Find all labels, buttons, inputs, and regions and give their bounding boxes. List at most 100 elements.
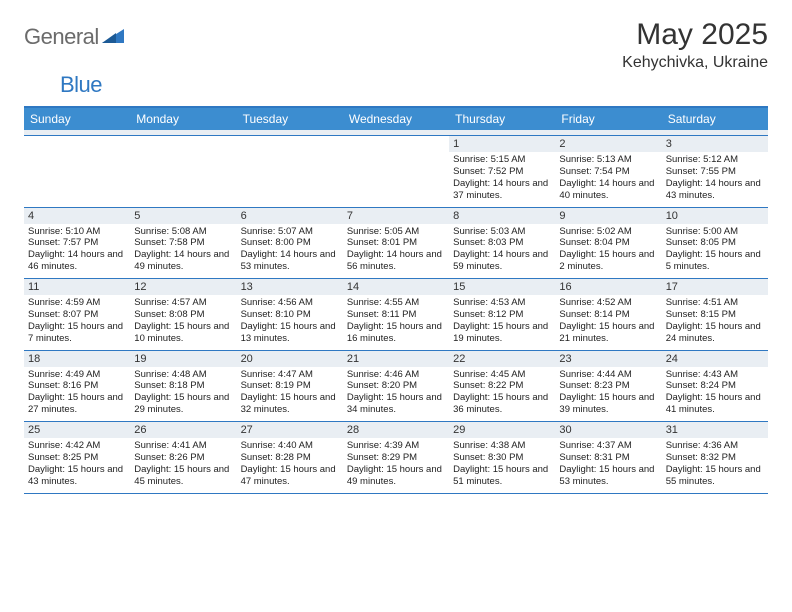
day-number: 22 <box>449 351 555 367</box>
day-cell: 28Sunrise: 4:39 AMSunset: 8:29 PMDayligh… <box>343 422 449 493</box>
day-number: 3 <box>662 136 768 152</box>
day-details: Sunrise: 5:00 AMSunset: 8:05 PMDaylight:… <box>666 226 764 274</box>
day-cell: 6 Sunrise: 5:07 AMSunset: 8:00 PMDaylight… <box>237 208 343 279</box>
day-details: Sunrise: 5:08 AMSunset: 7:58 PMDaylight:… <box>134 226 232 274</box>
day-number: 31 <box>662 422 768 438</box>
day-cell: 26 Sunrise: 4:41 AMSunset: 8:26 PMDayligh… <box>130 422 236 493</box>
day-cell: 18 Sunrise: 4:49 AMSunset: 8:16 PMDayligh… <box>24 351 130 422</box>
day-details: Sunrise: 4:43 AMSunset: 8:24 PMDaylight:… <box>666 369 764 417</box>
day-details: Sunrise: 4:52 AMSunset: 8:14 PMDaylight:… <box>559 297 657 345</box>
day-number: 19 <box>130 351 236 367</box>
day-number: 24 <box>662 351 768 367</box>
day-cell: 10Sunrise: 5:00 AMSunset: 8:05 PMDayligh… <box>662 208 768 279</box>
day-cell: 22 Sunrise: 4:45 AMSunset: 8:22 PMDayligh… <box>449 351 555 422</box>
day-cell: 9 Sunrise: 5:02 AMSunset: 8:04 PMDaylight… <box>555 208 661 279</box>
location: Kehychivka, Ukraine <box>622 54 768 72</box>
day-cell: 20 Sunrise: 4:47 AMSunset: 8:19 PMDayligh… <box>237 351 343 422</box>
day-number: 18 <box>24 351 130 367</box>
calendar-page: General May 2025 Kehychivka, Ukraine Gen… <box>0 0 792 612</box>
day-details: Sunrise: 4:38 AMSunset: 8:30 PMDaylight:… <box>453 440 551 488</box>
day-cell: 1 Sunrise: 5:15 AMSunset: 7:52 PMDaylight… <box>449 136 555 207</box>
day-cell: 23Sunrise: 4:44 AMSunset: 8:23 PMDayligh… <box>555 351 661 422</box>
day-details: Sunrise: 4:40 AMSunset: 8:28 PMDaylight:… <box>241 440 339 488</box>
month-title: May 2025 <box>622 18 768 52</box>
day-cell: 21Sunrise: 4:46 AMSunset: 8:20 PMDayligh… <box>343 351 449 422</box>
day-number: 6 <box>237 208 343 224</box>
day-cell: 13Sunrise: 4:56 AMSunset: 8:10 PMDayligh… <box>237 279 343 350</box>
title-block: May 2025 Kehychivka, Ukraine <box>622 18 768 72</box>
day-details: Sunrise: 5:07 AMSunset: 8:00 PMDaylight:… <box>241 226 339 274</box>
day-details: Sunrise: 4:48 AMSunset: 8:18 PMDaylight:… <box>134 369 232 417</box>
day-details: Sunrise: 4:47 AMSunset: 8:19 PMDaylight:… <box>241 369 339 417</box>
day-details: Sunrise: 5:12 AMSunset: 7:55 PMDaylight:… <box>666 154 764 202</box>
day-number: 13 <box>237 279 343 295</box>
day-details: Sunrise: 5:03 AMSunset: 8:03 PMDaylight:… <box>453 226 551 274</box>
day-number: 8 <box>449 208 555 224</box>
weekday-header: Tuesday <box>237 108 343 130</box>
brand-part1: General <box>24 24 99 50</box>
day-number: 20 <box>237 351 343 367</box>
week-row: 18 Sunrise: 4:49 AMSunset: 8:16 PMDayligh… <box>24 351 768 423</box>
weekday-header: Thursday <box>449 108 555 130</box>
day-number: 7 <box>343 208 449 224</box>
day-details: Sunrise: 4:55 AMSunset: 8:11 PMDaylight:… <box>347 297 445 345</box>
weekday-header: Monday <box>130 108 236 130</box>
day-details: Sunrise: 5:02 AMSunset: 8:04 PMDaylight:… <box>559 226 657 274</box>
day-details: Sunrise: 5:10 AMSunset: 7:57 PMDaylight:… <box>28 226 126 274</box>
empty-day-cell: . <box>24 136 130 207</box>
day-cell: 16 Sunrise: 4:52 AMSunset: 8:14 PMDayligh… <box>555 279 661 350</box>
day-details: Sunrise: 4:45 AMSunset: 8:22 PMDaylight:… <box>453 369 551 417</box>
day-number: 1 <box>449 136 555 152</box>
day-number: 17 <box>662 279 768 295</box>
empty-day-cell: . <box>343 136 449 207</box>
day-number: 11 <box>24 279 130 295</box>
day-cell: 5Sunrise: 5:08 AMSunset: 7:58 PMDaylight… <box>130 208 236 279</box>
day-details: Sunrise: 4:41 AMSunset: 8:26 PMDaylight:… <box>134 440 232 488</box>
day-details: Sunrise: 4:49 AMSunset: 8:16 PMDaylight:… <box>28 369 126 417</box>
day-cell: 31 Sunrise: 4:36 AMSunset: 8:32 PMDayligh… <box>662 422 768 493</box>
day-details: Sunrise: 5:15 AMSunset: 7:52 PMDaylight:… <box>453 154 551 202</box>
day-cell: 27 Sunrise: 4:40 AMSunset: 8:28 PMDayligh… <box>237 422 343 493</box>
week-row: 4 Sunrise: 5:10 AMSunset: 7:57 PMDaylight… <box>24 208 768 280</box>
day-cell: 7 Sunrise: 5:05 AMSunset: 8:01 PMDaylight… <box>343 208 449 279</box>
day-details: Sunrise: 4:42 AMSunset: 8:25 PMDaylight:… <box>28 440 126 488</box>
week-row: ....1Sunrise: 5:15 AMSunset: 7:52 PMDayl… <box>24 136 768 208</box>
day-number: 25 <box>24 422 130 438</box>
brand-part2: Blue <box>60 72 102 97</box>
day-cell: 11 Sunrise: 4:59 AMSunset: 8:07 PMDayligh… <box>24 279 130 350</box>
day-details: Sunrise: 5:05 AMSunset: 8:01 PMDaylight:… <box>347 226 445 274</box>
day-number: 12 <box>130 279 236 295</box>
day-number: 26 <box>130 422 236 438</box>
day-details: Sunrise: 5:13 AMSunset: 7:54 PMDaylight:… <box>559 154 657 202</box>
brand-triangle-icon <box>102 27 124 48</box>
week-row: 25 Sunrise: 4:42 AMSunset: 8:25 PMDayligh… <box>24 422 768 494</box>
day-number: 16 <box>555 279 661 295</box>
day-cell: 8 Sunrise: 5:03 AMSunset: 8:03 PMDaylight… <box>449 208 555 279</box>
empty-day-cell: . <box>237 136 343 207</box>
day-details: Sunrise: 4:36 AMSunset: 8:32 PMDaylight:… <box>666 440 764 488</box>
day-number: 28 <box>343 422 449 438</box>
day-details: Sunrise: 4:46 AMSunset: 8:20 PMDaylight:… <box>347 369 445 417</box>
day-details: Sunrise: 4:44 AMSunset: 8:23 PMDaylight:… <box>559 369 657 417</box>
day-cell: 2Sunrise: 5:13 AMSunset: 7:54 PMDaylight… <box>555 136 661 207</box>
day-number: 15 <box>449 279 555 295</box>
day-number: 9 <box>555 208 661 224</box>
week-row: 11 Sunrise: 4:59 AMSunset: 8:07 PMDayligh… <box>24 279 768 351</box>
day-cell: 17 Sunrise: 4:51 AMSunset: 8:15 PMDayligh… <box>662 279 768 350</box>
weekday-header-row: SundayMondayTuesdayWednesdayThursdayFrid… <box>24 108 768 130</box>
day-cell: 30Sunrise: 4:37 AMSunset: 8:31 PMDayligh… <box>555 422 661 493</box>
day-cell: 24 Sunrise: 4:43 AMSunset: 8:24 PMDayligh… <box>662 351 768 422</box>
empty-day-cell: . <box>130 136 236 207</box>
day-details: Sunrise: 4:51 AMSunset: 8:15 PMDaylight:… <box>666 297 764 345</box>
weekday-header: Friday <box>555 108 661 130</box>
day-number: 4 <box>24 208 130 224</box>
day-number: 30 <box>555 422 661 438</box>
day-number: 27 <box>237 422 343 438</box>
day-cell: 3 Sunrise: 5:12 AMSunset: 7:55 PMDaylight… <box>662 136 768 207</box>
day-cell: 14 Sunrise: 4:55 AMSunset: 8:11 PMDayligh… <box>343 279 449 350</box>
day-details: Sunrise: 4:59 AMSunset: 8:07 PMDaylight:… <box>28 297 126 345</box>
day-number: 14 <box>343 279 449 295</box>
weekday-header: Saturday <box>662 108 768 130</box>
day-cell: 25 Sunrise: 4:42 AMSunset: 8:25 PMDayligh… <box>24 422 130 493</box>
day-cell: 15Sunrise: 4:53 AMSunset: 8:12 PMDayligh… <box>449 279 555 350</box>
